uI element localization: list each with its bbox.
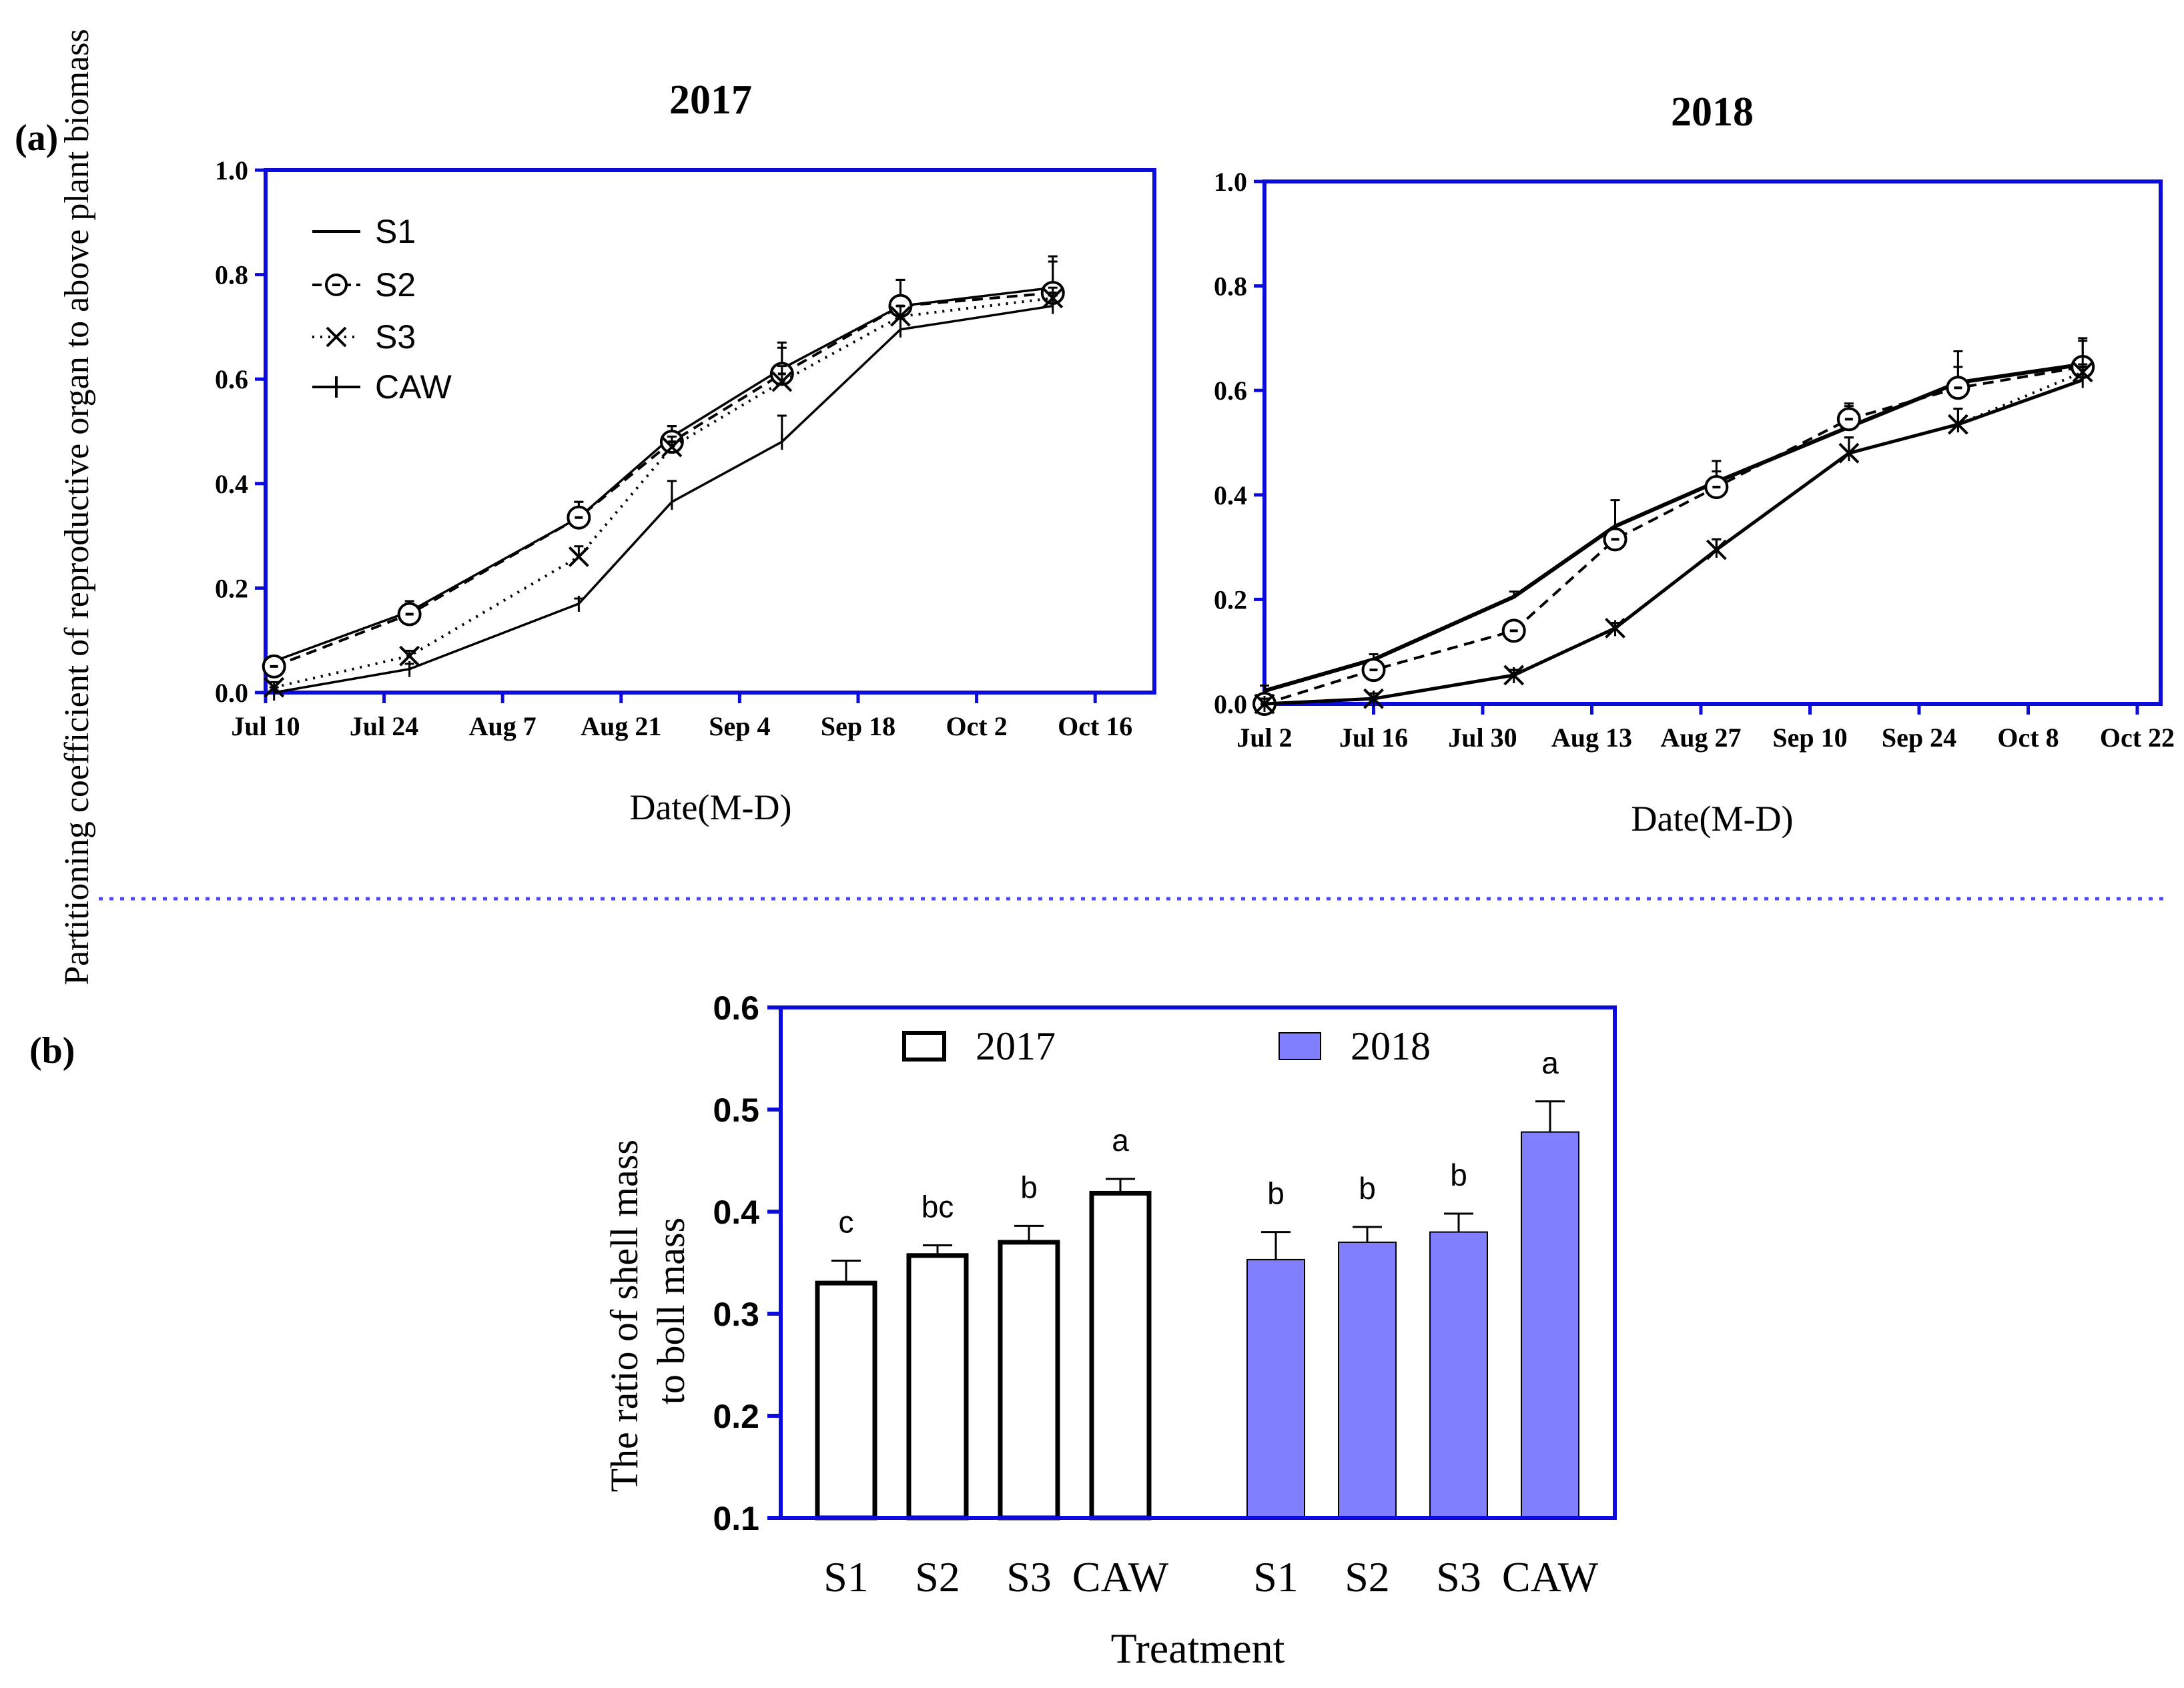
x-category-label: S1	[1253, 1553, 1299, 1601]
legend-2018-swatch	[1279, 1032, 1321, 1060]
x-tick-label: Oct 2	[946, 711, 1008, 741]
significance-letter: a	[1541, 1045, 1559, 1080]
series-line-s3	[274, 296, 1054, 689]
y-tick-label: 0.6	[713, 989, 759, 1027]
data-point-s1	[1511, 594, 1516, 599]
x-tick-label: Sep 24	[1882, 723, 1956, 753]
series-line-caw	[274, 304, 1054, 694]
bar-chart-ylabel: The ratio of shell mass to boll mass	[603, 1130, 693, 1493]
chart-2018-title: 2018	[1671, 89, 1754, 135]
y-tick-label: 0.4	[1214, 480, 1247, 510]
data-point-s1	[1613, 524, 1617, 528]
bar-2018-s2	[1338, 1241, 1397, 1519]
data-point-s3	[771, 371, 793, 392]
y-tick-label: 1.0	[1214, 167, 1247, 197]
y-tick-label: 0.2	[215, 573, 248, 603]
chart-shell-ratio: The ratio of shell mass to boll mass c S1…	[603, 989, 1617, 1672]
y-tick-label: 0.8	[215, 260, 248, 290]
x-category-label: S2	[1345, 1553, 1390, 1601]
chart-2018-plot-frame	[1262, 179, 2163, 706]
x-category-label: S3	[1436, 1553, 1481, 1601]
data-point-s3	[890, 306, 911, 327]
legend-s3-label: S3	[375, 318, 416, 356]
y-tick-label: 0.1	[713, 1500, 759, 1537]
x-tick-label: Sep 10	[1772, 723, 1847, 753]
significance-letter: bc	[922, 1189, 954, 1224]
legend-s1-label: S1	[375, 213, 416, 250]
x-tick-label: Oct 22	[2100, 723, 2175, 753]
chart-2018: 2018 0.0 0.2 0.4 0.6 0.8 1.0 Jul 2 Jul 16 Jul 30…	[1214, 89, 2175, 839]
data-point-s3	[399, 645, 420, 667]
x-tick-label: Jul 2	[1236, 723, 1292, 753]
legend-2018-label: 2018	[1351, 1024, 1431, 1068]
x-tick-label: Jul 30	[1448, 723, 1517, 753]
series-line-caw	[1264, 378, 2084, 706]
bar-2018-s1	[1246, 1258, 1305, 1519]
y-tick-label: 0.4	[215, 469, 248, 499]
y-tick-label: 0.0	[215, 678, 248, 708]
legend-s3-marker	[326, 326, 347, 348]
x-tick-label: Oct 8	[1997, 723, 2059, 753]
x-tick-label: Sep 4	[709, 711, 770, 741]
y-tick-label: 0.0	[1214, 689, 1247, 719]
significance-letter: b	[1359, 1171, 1376, 1206]
legend-2017-label: 2017	[976, 1024, 1056, 1068]
bar-2018-caw	[1521, 1131, 1579, 1519]
bar-2017-caw	[1089, 1190, 1152, 1521]
chart-2017: 2017 Partitioning coefficient of reprodu…	[58, 29, 1156, 985]
x-tick-label: Jul 24	[350, 711, 418, 741]
bar-chart-legend: 2017 2018	[902, 1024, 1431, 1068]
significance-letter: b	[1267, 1176, 1285, 1211]
y-tick-label: 0.2	[713, 1398, 759, 1435]
bar-chart-xlabel: Treatment	[1111, 1625, 1285, 1672]
panel-b-label: (b)	[29, 1030, 75, 1072]
x-category-label: S2	[915, 1553, 960, 1601]
x-category-label: CAW	[1502, 1553, 1599, 1601]
y-tick-label: 0.3	[713, 1296, 759, 1333]
series-line-s1	[1264, 362, 2083, 693]
chart-2017-plot-frame	[264, 168, 1156, 695]
chart-2018-xlabel: Date(M-D)	[1631, 799, 1794, 839]
chart-2017-legend: S1 S2 S3 CAW	[312, 213, 452, 406]
y-tick-label: 0.6	[215, 364, 248, 394]
significance-letter: a	[1112, 1123, 1129, 1158]
bar-2017-s1	[815, 1280, 877, 1521]
x-tick-label: Sep 18	[821, 711, 895, 741]
x-tick-label: Oct 16	[1058, 711, 1132, 741]
y-tick-label: 0.5	[713, 1092, 759, 1129]
y-tick-label: 0.2	[1214, 584, 1247, 614]
significance-letter: b	[1020, 1170, 1038, 1204]
data-point-s1	[1262, 689, 1266, 693]
x-tick-label: Jul 16	[1339, 723, 1408, 753]
y-tick-label: 0.6	[1214, 376, 1247, 406]
chart-2017-ylabel: Partitioning coefficient of reproductive…	[58, 29, 96, 985]
x-tick-label: Aug 13	[1551, 723, 1632, 753]
panel-a-label: (a)	[15, 117, 58, 159]
bar-2017-s2	[906, 1253, 969, 1521]
significance-letter: b	[1450, 1158, 1467, 1192]
x-tick-label: Aug 21	[581, 711, 661, 741]
x-tick-label: Aug 27	[1660, 723, 1741, 753]
y-tick-label: 1.0	[215, 155, 248, 185]
data-point-s3	[661, 436, 683, 458]
y-tick-label: 0.8	[1214, 272, 1247, 302]
x-tick-label: Aug 7	[469, 711, 536, 741]
chart-2017-xlabel: Date(M-D)	[630, 787, 792, 827]
legend-caw-label: CAW	[375, 368, 452, 406]
x-tick-label: Jul 10	[231, 711, 300, 741]
legend-s2-label: S2	[375, 266, 416, 304]
x-category-label: S1	[823, 1553, 869, 1601]
x-category-label: S3	[1006, 1553, 1052, 1601]
significance-letter: c	[839, 1204, 854, 1239]
bar-chart-plot-frame	[779, 1005, 1617, 1520]
chart-2017-title: 2017	[669, 77, 752, 123]
bar-2018-s3	[1429, 1231, 1488, 1519]
y-tick-label: 0.4	[713, 1194, 759, 1231]
x-category-label: CAW	[1072, 1553, 1169, 1601]
legend-2017-swatch	[902, 1031, 946, 1062]
series-line-s2	[1264, 365, 2083, 705]
bar-2017-s3	[998, 1240, 1060, 1521]
data-point-s3	[568, 546, 589, 567]
